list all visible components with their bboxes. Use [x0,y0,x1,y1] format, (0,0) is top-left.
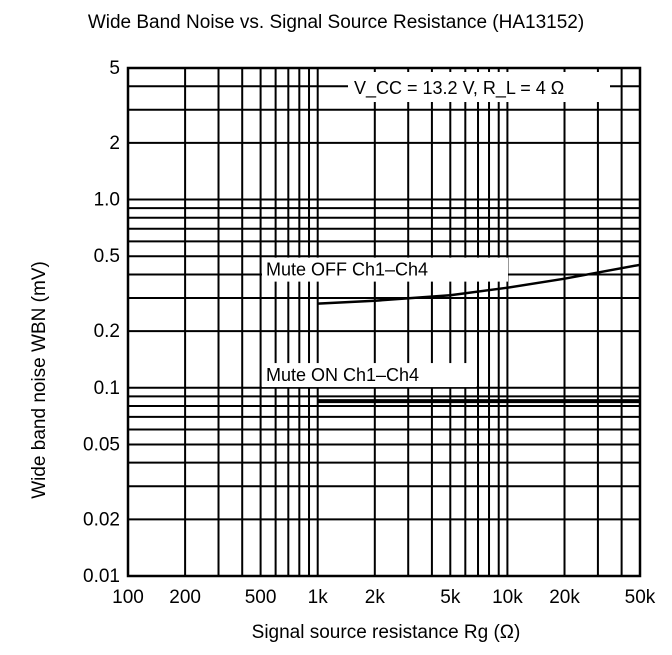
x-tick-label: 10k [492,587,523,608]
x-axis-label: Signal source resistance Rg (Ω) [251,622,521,643]
series-label-mute-on: Mute ON Ch1–Ch4 [266,365,419,385]
x-tick-label: 200 [169,587,201,608]
y-tick-label: 5 [109,58,120,79]
grid-lines [126,66,642,578]
y-tick-label: 0.01 [83,566,120,587]
x-tick-label: 1k [308,587,329,608]
x-tick-label: 500 [245,587,277,608]
annotation-bg [348,72,610,102]
x-tick-label: 2k [365,587,386,608]
y-tick-label: 0.1 [94,378,120,399]
series-lines [317,263,641,404]
x-tick-label: 5k [440,587,461,608]
series-label-bg [262,257,508,282]
x-tick-label: 20k [549,587,580,608]
tick-labels: 100 200 500 1k 2k 5k 10k 20k 50k 0.01 0.02 0.05 0.1 0… [83,58,656,608]
annotation: V_CC = 13.2 V, R_L = 4 Ω [348,72,610,102]
y-tick-label: 1.0 [94,190,120,211]
y-tick-label: 0.2 [94,321,120,342]
series-label-bg [262,363,476,388]
plot-frame [126,66,642,578]
series-line-mute-off [317,263,641,305]
x-tick-label: 50k [625,587,656,608]
y-tick-label: 0.5 [94,246,120,267]
series-label-mute-off: Mute OFF Ch1–Ch4 [266,260,428,280]
annotation-text: V_CC = 13.2 V, R_L = 4 Ω [354,78,564,99]
y-tick-label: 0.05 [83,434,120,455]
chart-title: Wide Band Noise vs. Signal Source Resist… [87,12,585,33]
series-labels: Mute OFF Ch1–Ch4 Mute ON Ch1–Ch4 [262,257,508,388]
y-tick-label: 2 [109,133,120,154]
y-tick-label: 0.02 [83,509,120,530]
x-tick-label: 100 [112,587,144,608]
